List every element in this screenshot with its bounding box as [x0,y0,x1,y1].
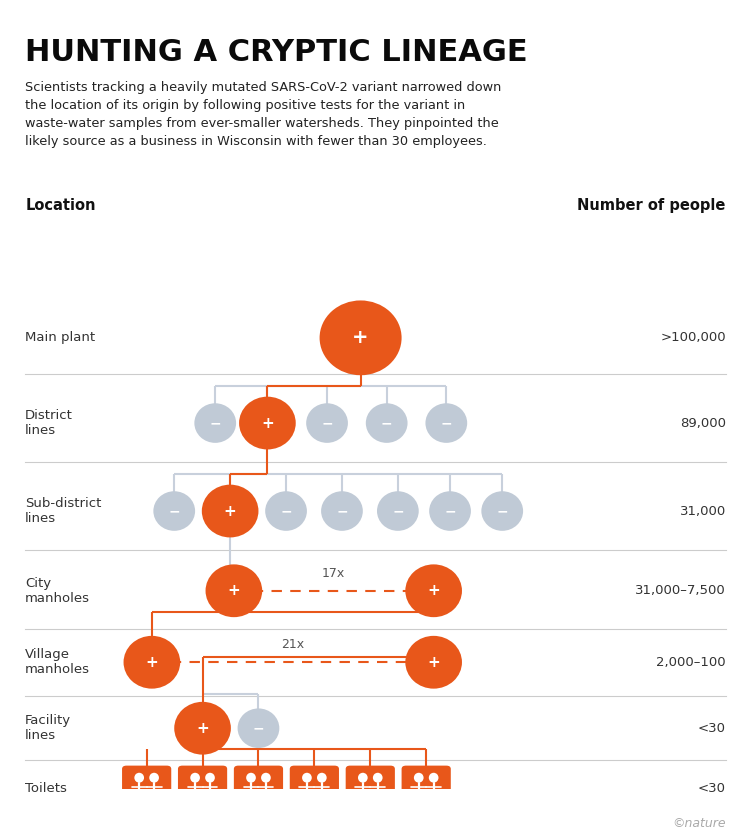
Ellipse shape [205,773,215,783]
Text: +: + [228,583,240,598]
Ellipse shape [358,773,368,783]
Ellipse shape [206,564,262,617]
Text: −: − [336,504,348,518]
Ellipse shape [406,636,462,689]
FancyBboxPatch shape [234,765,283,811]
Text: 17x: 17x [322,567,345,580]
Text: +: + [146,654,158,669]
Ellipse shape [373,773,382,783]
Text: Toilets: Toilets [25,782,67,795]
FancyBboxPatch shape [122,765,171,811]
Text: Facility
lines: Facility lines [25,714,71,743]
Ellipse shape [124,636,180,689]
Ellipse shape [261,773,271,783]
Text: −: − [441,416,452,430]
Ellipse shape [202,485,258,538]
Ellipse shape [190,773,200,783]
Ellipse shape [239,396,296,449]
Text: −: − [280,504,292,518]
Text: −: − [445,504,456,518]
Text: <30: <30 [698,722,726,735]
FancyBboxPatch shape [402,765,451,811]
Ellipse shape [265,491,307,531]
Ellipse shape [237,708,279,748]
Text: −: − [381,416,393,430]
Text: >100,000: >100,000 [660,331,726,344]
Ellipse shape [174,702,231,754]
Text: −: − [252,722,264,735]
Text: +: + [352,328,369,347]
Text: Number of people: Number of people [578,197,726,213]
Ellipse shape [366,403,408,443]
Ellipse shape [426,403,467,443]
Ellipse shape [320,301,402,375]
Text: Location: Location [25,197,95,213]
Ellipse shape [317,773,327,783]
Ellipse shape [149,773,159,783]
Text: District
lines: District lines [25,409,73,437]
Ellipse shape [246,773,256,783]
Text: −: − [210,416,221,430]
Ellipse shape [134,773,144,783]
FancyBboxPatch shape [345,765,395,811]
Text: −: − [321,416,333,430]
Ellipse shape [377,491,419,531]
Text: Sub-district
lines: Sub-district lines [25,497,101,525]
Text: Village
manholes: Village manholes [25,648,90,676]
Ellipse shape [302,773,312,783]
Text: Scientists tracking a heavily mutated SARS-CoV-2 variant narrowed down
the locat: Scientists tracking a heavily mutated SA… [25,81,502,148]
FancyBboxPatch shape [290,765,339,811]
Ellipse shape [321,491,363,531]
Text: 31,000: 31,000 [680,505,726,517]
Ellipse shape [195,403,236,443]
Text: −: − [168,504,180,518]
Text: ©nature: ©nature [672,817,726,830]
Text: City
manholes: City manholes [25,577,90,605]
Ellipse shape [429,491,471,531]
Ellipse shape [406,564,462,617]
Ellipse shape [481,491,523,531]
Text: +: + [427,654,440,669]
Text: 89,000: 89,000 [680,417,726,429]
Text: +: + [196,721,209,736]
Text: +: + [427,583,440,598]
Text: HUNTING A CRYPTIC LINEAGE: HUNTING A CRYPTIC LINEAGE [25,38,528,67]
Ellipse shape [153,491,195,531]
Text: −: − [392,504,404,518]
Text: 31,000–7,500: 31,000–7,500 [635,585,726,597]
Text: +: + [224,503,237,518]
Text: 2,000–100: 2,000–100 [656,656,726,669]
Text: <30: <30 [698,782,726,795]
Text: +: + [261,416,274,431]
Ellipse shape [414,773,424,783]
Text: Main plant: Main plant [25,331,95,344]
FancyBboxPatch shape [178,765,227,811]
Text: −: − [496,504,508,518]
Text: 21x: 21x [281,638,304,651]
Ellipse shape [306,403,348,443]
Ellipse shape [429,773,439,783]
